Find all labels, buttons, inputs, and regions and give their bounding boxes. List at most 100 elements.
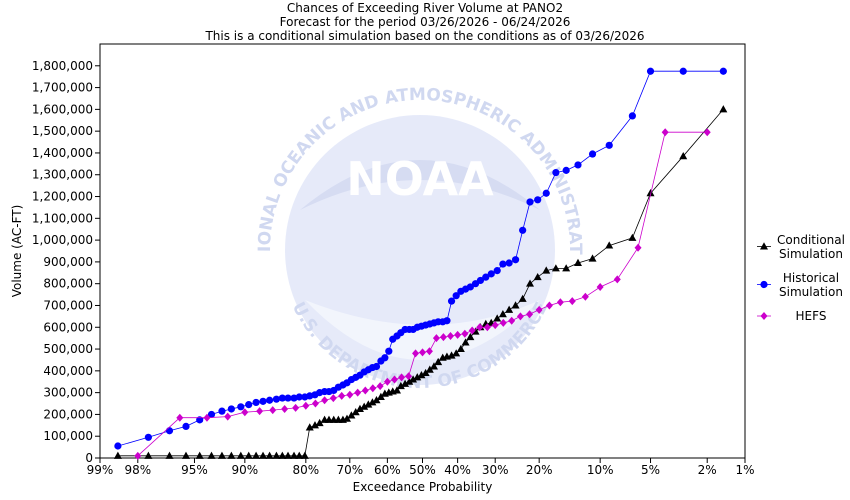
conditional-simulation-point: [562, 264, 571, 272]
hefs-point: [256, 407, 264, 416]
hefs-point: [491, 321, 499, 330]
conditional-simulation-point: [551, 264, 560, 272]
series-hefs: [134, 128, 711, 460]
hefs-point: [535, 305, 543, 314]
chart-title: Chances of Exceeding River Volume at PAN…: [286, 1, 564, 15]
conditional-simulation-point: [401, 379, 410, 387]
conditional-simulation-point: [417, 371, 426, 379]
historical-simulation-point: [719, 67, 727, 75]
conditional-simulation-point: [364, 400, 373, 408]
hefs-point: [468, 326, 476, 335]
historical-simulation-point: [519, 226, 527, 234]
y-tick-label: 1,800,000: [32, 59, 93, 73]
hefs-point: [354, 388, 362, 397]
conditional-simulation-point: [466, 332, 475, 341]
x-tick-label: 40%: [444, 463, 471, 477]
conditional-simulation-point: [588, 254, 597, 262]
hefs-point: [329, 394, 337, 403]
axes: 0 100,000 200,000 300,000 400,000 500,000 600,…: [10, 43, 755, 494]
hefs-point: [581, 292, 589, 301]
legend-marker: [760, 280, 768, 289]
historical-simulation-point: [447, 297, 456, 305]
historical-simulation-point: [534, 196, 542, 204]
historical-simulation-point: [265, 396, 274, 404]
hefs-point: [516, 312, 524, 321]
historical-simulation-point: [165, 427, 174, 435]
conditional-simulation-point: [181, 451, 190, 459]
hefs-point: [176, 413, 184, 422]
historical-simulation-point: [144, 433, 152, 441]
conditional-simulation-point: [396, 381, 405, 390]
watermark-logo-text: NOAA: [346, 152, 494, 206]
conditional-simulation-point: [376, 392, 385, 400]
historical-simulation-point: [452, 292, 460, 300]
hefs-point: [292, 403, 300, 412]
conditional-simulation-point: [526, 279, 535, 287]
hefs-point: [391, 375, 399, 384]
hefs-point: [556, 298, 564, 307]
legend-label: Simulation: [779, 247, 843, 261]
hefs-point: [361, 386, 369, 395]
hefs-point: [439, 333, 447, 342]
hefs-point: [376, 382, 384, 391]
conditional-simulation-point: [259, 451, 268, 459]
y-tick-label: 0: [85, 451, 93, 465]
y-tick-label: 500,000: [43, 342, 93, 356]
x-tick-label: 5%: [641, 463, 660, 477]
x-tick-label: 70%: [336, 463, 363, 477]
watermark-wing: [300, 160, 540, 210]
conditional-simulation-point: [413, 373, 422, 381]
historical-simulation-point: [227, 405, 235, 413]
historical-simulation-point: [562, 166, 570, 174]
hefs-point: [703, 128, 711, 137]
historical-simulation-point: [372, 362, 381, 371]
historical-simulation-point: [574, 161, 582, 169]
x-tick-label: 90%: [232, 463, 259, 477]
conditional-simulation-point: [372, 396, 381, 404]
historical-simulation-point: [466, 283, 474, 291]
conditional-simulation-point: [310, 421, 319, 429]
hefs-point: [425, 347, 433, 356]
historical-simulation-point: [588, 150, 597, 158]
historical-simulation-point: [385, 347, 393, 355]
legend-label: Conditional: [777, 233, 845, 247]
watermark-disc: [285, 115, 555, 385]
hefs-point: [134, 451, 142, 460]
y-tick-label: 1,200,000: [32, 190, 93, 204]
conditional-simulation-point: [409, 375, 418, 383]
conditional-simulation-point: [165, 451, 174, 459]
y-tick-label: 700,000: [43, 298, 93, 312]
historical-simulation-point: [493, 267, 501, 275]
conditional-simulation-point: [113, 451, 122, 459]
hefs-point: [596, 282, 604, 291]
x-tick-label: 2%: [698, 463, 717, 477]
y-tick-label: 1,500,000: [32, 124, 93, 138]
historical-simulation-point: [487, 270, 495, 278]
hefs-point: [461, 329, 469, 338]
conditional-simulation-point: [278, 451, 287, 459]
series-conditional-simulation: [113, 105, 728, 459]
legend-item-hefs: HEFS: [757, 309, 826, 323]
historical-simulation-point: [381, 354, 389, 362]
historical-simulation-point: [252, 398, 260, 407]
hefs-point: [613, 275, 621, 284]
conditional-simulation-point: [452, 349, 461, 357]
x-tick-label: 10%: [587, 463, 614, 477]
x-tick-label: 98%: [124, 463, 151, 477]
y-tick-label: 1,700,000: [32, 81, 93, 95]
x-tick-label: 95%: [181, 463, 208, 477]
hefs-point: [446, 331, 454, 340]
conditional-simulation-point: [405, 377, 414, 385]
conditional-simulation-point: [217, 451, 226, 459]
x-axis-label: Exceedance Probability: [353, 480, 493, 494]
historical-simulation-point: [272, 395, 281, 403]
y-axis-label: Volume (AC-FT): [10, 205, 24, 298]
hefs-point: [508, 316, 516, 325]
conditional-simulation-point: [679, 152, 688, 160]
conditional-simulation-point: [347, 411, 356, 419]
y-tick-label: 1,400,000: [32, 146, 93, 160]
conditional-simulation-point: [315, 418, 324, 427]
